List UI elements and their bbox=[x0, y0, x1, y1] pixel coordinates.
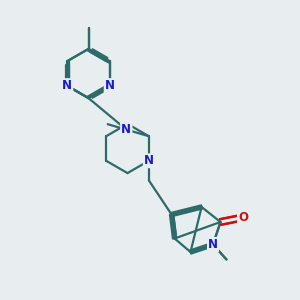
Text: N: N bbox=[105, 79, 115, 92]
Text: N: N bbox=[62, 79, 72, 92]
Text: N: N bbox=[121, 123, 131, 136]
Text: N: N bbox=[105, 79, 115, 92]
Text: O: O bbox=[238, 211, 248, 224]
Text: O: O bbox=[238, 211, 248, 224]
Text: N: N bbox=[62, 79, 72, 92]
Text: N: N bbox=[121, 123, 131, 136]
Text: N: N bbox=[208, 238, 218, 251]
Text: N: N bbox=[144, 154, 154, 167]
Text: N: N bbox=[208, 238, 218, 251]
